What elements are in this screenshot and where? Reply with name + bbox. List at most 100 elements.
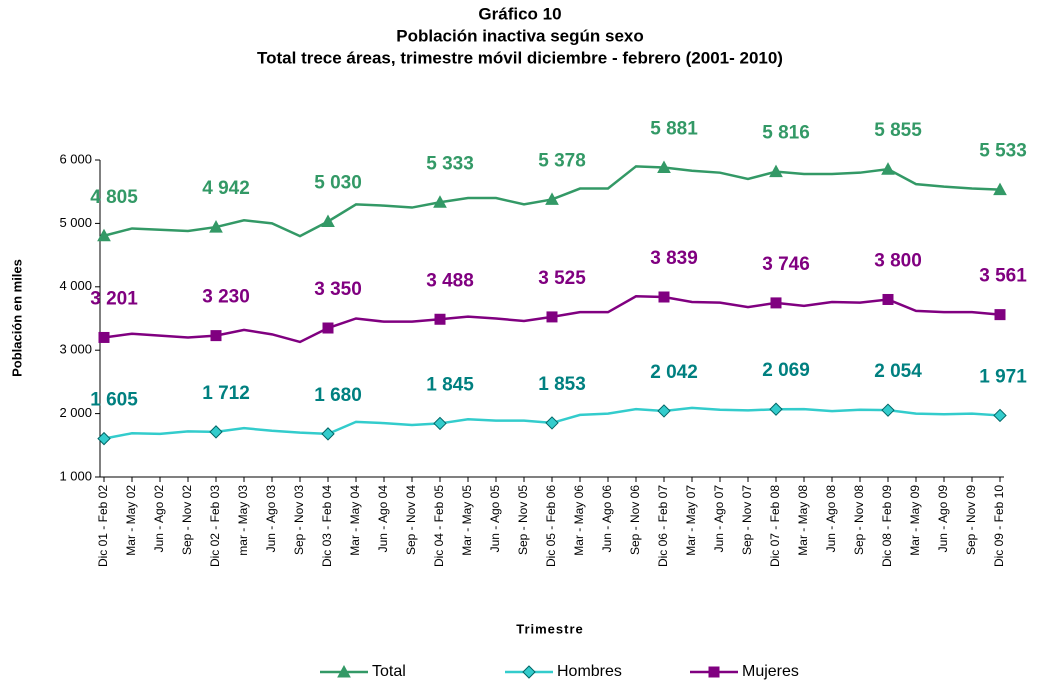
x-tick-label: Dic 05 - Feb 06	[544, 485, 558, 567]
marker	[98, 331, 110, 343]
x-tick-label: Jun - Ago 09	[936, 485, 950, 553]
x-tick-label: Mar - May 06	[572, 485, 586, 556]
chart-title: Gráfico 10	[478, 4, 561, 23]
x-tick-label: Sep - Nov 07	[740, 485, 754, 555]
data-label: 1 853	[538, 374, 586, 395]
data-label: 1 605	[90, 390, 138, 411]
chart-subtitle: Total trece áreas, trimestre móvil dicie…	[257, 48, 783, 67]
data-label: 1 680	[314, 385, 362, 406]
x-tick-label: Jun - Ago 08	[824, 485, 838, 553]
marker	[545, 192, 559, 205]
marker	[994, 309, 1006, 321]
x-tick-label: mar - May 03	[236, 485, 250, 556]
data-label: 5 855	[874, 120, 922, 141]
x-tick-label: Sep - Nov 04	[404, 485, 418, 555]
data-label: 2 054	[874, 361, 922, 382]
marker	[209, 220, 223, 233]
x-tick-label: Dic 01 - Feb 02	[96, 485, 110, 567]
legend-marker	[522, 665, 536, 679]
data-label: 3 561	[979, 266, 1027, 287]
marker	[993, 408, 1007, 423]
x-tick-label: Mar - May 08	[796, 485, 810, 556]
x-tick-label: Sep - Nov 03	[292, 485, 306, 555]
marker	[769, 164, 783, 178]
marker	[209, 425, 223, 439]
data-label: 3 839	[650, 248, 698, 269]
x-tick-label: Dic 03 - Feb 04	[320, 485, 334, 567]
y-axis-title: Población en miles	[9, 259, 24, 377]
marker	[434, 313, 446, 325]
data-label: 1 971	[979, 366, 1027, 387]
marker	[97, 431, 111, 446]
marker	[433, 416, 447, 431]
x-tick-label: Mar - May 07	[684, 485, 698, 556]
data-label: 3 800	[874, 250, 922, 271]
data-label: 2 069	[762, 360, 810, 381]
y-tick-label: 3 000	[59, 342, 92, 357]
data-label: 5 533	[979, 141, 1027, 162]
legend-label: Total	[372, 663, 406, 680]
marker	[545, 416, 559, 430]
y-tick-label: 4 000	[59, 278, 92, 293]
data-label: 3 746	[762, 254, 810, 275]
x-tick-label: Mar - May 04	[348, 485, 362, 556]
marker	[657, 160, 671, 174]
x-tick-label: Dic 06 - Feb 07	[656, 485, 670, 567]
data-label: 3 525	[538, 268, 586, 289]
y-tick-label: 1 000	[59, 468, 92, 483]
data-label: 5 030	[314, 173, 362, 194]
y-tick-label: 5 000	[59, 215, 92, 230]
marker	[769, 402, 783, 416]
data-label: 5 881	[650, 119, 698, 140]
x-tick-label: Jun - Ago 04	[376, 485, 390, 553]
marker	[322, 322, 334, 334]
x-tick-label: Jun - Ago 03	[264, 485, 278, 553]
data-label: 3 230	[202, 287, 250, 308]
legend-marker	[708, 666, 720, 678]
x-tick-label: Jun - Ago 06	[600, 485, 614, 553]
data-label: 3 350	[314, 279, 362, 300]
x-tick-label: Jun - Ago 02	[152, 485, 166, 553]
marker	[546, 311, 558, 323]
x-tick-label: Dic 08 - Feb 09	[880, 485, 894, 567]
x-tick-label: Dic 02 - Feb 03	[208, 485, 222, 567]
data-label: 5 816	[762, 123, 810, 144]
x-tick-label: Sep - Nov 02	[180, 485, 194, 555]
x-tick-label: Mar - May 09	[908, 485, 922, 556]
marker	[321, 427, 335, 441]
data-label: 1 712	[202, 383, 250, 404]
marker	[657, 404, 671, 418]
x-axis-title: Trimestre	[516, 621, 584, 636]
x-tick-label: Sep - Nov 08	[852, 485, 866, 555]
x-tick-label: Sep - Nov 09	[964, 485, 978, 555]
x-tick-label: Jun - Ago 05	[488, 485, 502, 553]
data-label: 1 845	[426, 374, 474, 395]
marker	[881, 403, 895, 417]
legend-marker	[337, 664, 351, 678]
legend-label: Hombres	[557, 663, 622, 680]
x-tick-label: Mar - May 05	[460, 485, 474, 556]
marker	[658, 291, 670, 303]
y-tick-label: 6 000	[59, 151, 92, 166]
x-tick-label: Mar - May 02	[124, 485, 138, 556]
marker	[881, 162, 895, 175]
x-tick-label: Dic 07 - Feb 08	[768, 485, 782, 567]
marker	[97, 228, 111, 242]
marker	[321, 214, 335, 227]
data-label: 2 042	[650, 362, 698, 383]
marker	[210, 330, 222, 342]
data-label: 3 488	[426, 270, 474, 291]
data-label: 3 201	[90, 288, 138, 309]
x-tick-label: Dic 09 - Feb 10	[992, 485, 1006, 567]
legend-label: Mujeres	[742, 663, 799, 680]
x-tick-label: Sep - Nov 05	[516, 485, 530, 555]
data-label: 4 942	[202, 178, 250, 199]
marker	[993, 182, 1007, 196]
chart-subtitle: Población inactiva según sexo	[396, 26, 644, 45]
y-tick-label: 2 000	[59, 405, 92, 420]
marker	[882, 293, 894, 305]
marker	[770, 297, 782, 309]
x-tick-label: Sep - Nov 06	[628, 485, 642, 555]
marker	[433, 195, 447, 208]
